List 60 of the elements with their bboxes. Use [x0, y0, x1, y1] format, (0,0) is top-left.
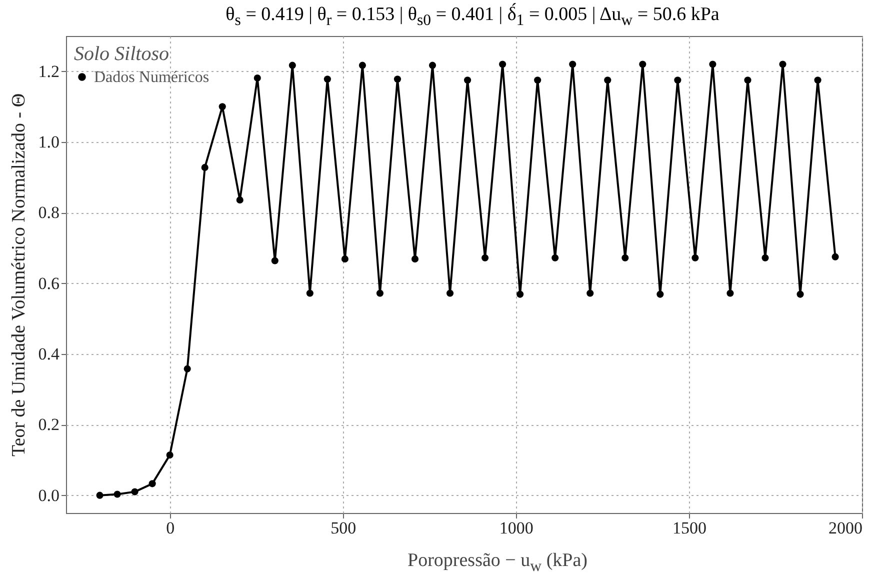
y-tick-label: 0.2 [38, 415, 60, 434]
point [604, 76, 612, 84]
point [482, 254, 489, 262]
y-axis-title: Teor de Umidade Volumétrico Normalizado - Θ [8, 93, 30, 457]
point [726, 290, 734, 297]
point [201, 164, 208, 171]
point [271, 257, 278, 264]
point [464, 76, 472, 84]
y-tick-label: 1.2 [38, 62, 60, 81]
x-tick-label: 1500 [672, 518, 706, 538]
point [288, 62, 296, 69]
point [324, 76, 331, 83]
point [394, 76, 402, 83]
point [166, 452, 174, 459]
y-tick-label: 0.0 [38, 486, 60, 505]
y-tick-label: 0.6 [38, 274, 60, 293]
point [218, 103, 226, 110]
point [516, 290, 524, 298]
point [499, 60, 506, 68]
point [639, 60, 646, 68]
point [814, 76, 822, 84]
y-tick-label: 1.0 [38, 132, 60, 152]
point [744, 76, 752, 84]
point [148, 480, 156, 488]
point [779, 60, 786, 68]
point [692, 254, 699, 262]
point [376, 290, 384, 297]
legend-label: Dados Numéricos [94, 69, 210, 86]
point [358, 62, 366, 69]
point [114, 490, 121, 498]
point [96, 492, 104, 499]
x-axis-title: Poropressão − u$_{w}$ (kPa) [406, 550, 588, 576]
x-tick-label: 500 [330, 518, 356, 538]
point [586, 290, 594, 297]
x-tick-label: 0 [166, 518, 175, 538]
point [411, 255, 419, 262]
point [796, 290, 804, 298]
point [236, 196, 244, 204]
point [184, 365, 191, 372]
point [534, 76, 542, 84]
x-tick-label: 2000 [828, 518, 862, 538]
point [131, 488, 138, 496]
point [674, 76, 682, 84]
x-tick-label: 1000 [499, 518, 534, 538]
point [656, 290, 664, 298]
point [306, 290, 314, 297]
y-tick-label: 0.4 [38, 344, 60, 364]
y-tick-label: 0.8 [38, 203, 60, 222]
point [622, 254, 629, 262]
point [254, 74, 261, 82]
legend-title: Solo Siltoso [74, 43, 170, 65]
point [709, 60, 716, 68]
point [341, 255, 348, 262]
point [569, 60, 576, 68]
point [446, 290, 454, 297]
point [552, 254, 559, 262]
chart-title: θ$_{s}$ = 0.419 | θ$_{r}$ = 0.153 | θ$_{s0}$ = 0.401 | δ́$_{1}$ = 0.005 | Δu$_{w}$ = 50.6 kPa [226, 4, 720, 29]
point [762, 254, 769, 262]
point [832, 253, 839, 260]
point [428, 62, 436, 69]
